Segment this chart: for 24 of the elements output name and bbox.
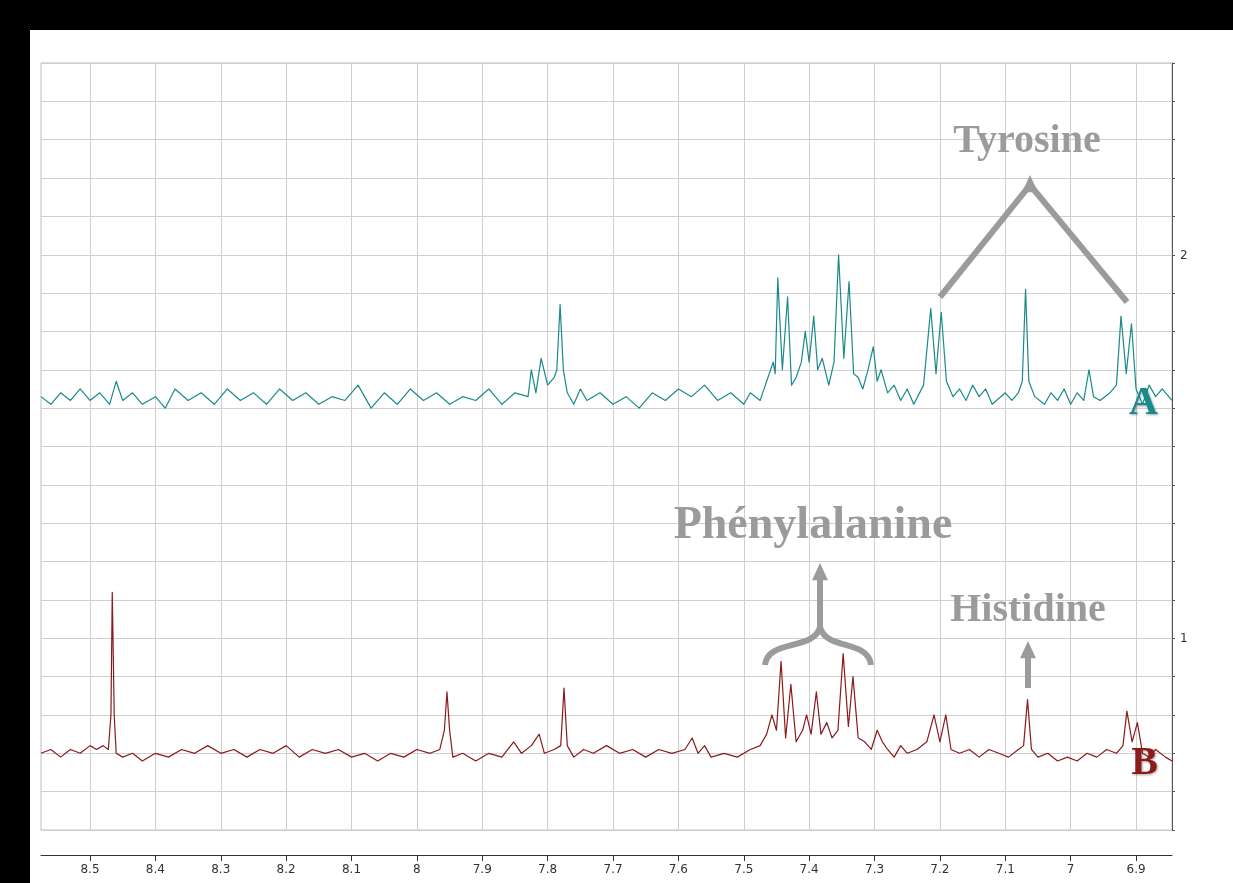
x-tick-label: 7.7 (603, 862, 623, 876)
annotation: Tyrosine (953, 116, 1101, 162)
x-tick-label: 7.2 (930, 862, 950, 876)
series-label: B (1131, 738, 1158, 784)
x-tick-label: 6.9 (1126, 862, 1146, 876)
annotation: Phénylalanine (673, 496, 953, 548)
x-tick-label: 8.1 (341, 862, 362, 876)
y-tick-label: 1 (1180, 631, 1188, 646)
annotation: Histidine (950, 585, 1106, 631)
x-tick-label: 7.1 (995, 862, 1015, 876)
x-tick-label: 7.8 (538, 862, 558, 876)
x-tick-label: 7.3 (864, 862, 885, 876)
x-tick-label: 8.5 (80, 862, 100, 876)
x-tick-label: 7 (1066, 862, 1075, 876)
x-tick-label: 7.6 (668, 862, 688, 876)
series-label: A (1129, 377, 1159, 423)
y-tick-label: 2 (1180, 247, 1188, 262)
x-tick-label: 7.9 (472, 862, 492, 876)
x-tick-label: 8.3 (211, 862, 231, 876)
x-tick-label: 8 (413, 862, 421, 876)
x-tick-label: 7.5 (734, 862, 754, 876)
x-tick-label: 8.4 (145, 862, 165, 876)
x-tick-label: 7.4 (799, 862, 819, 876)
x-tick-label: 8.2 (276, 862, 296, 876)
